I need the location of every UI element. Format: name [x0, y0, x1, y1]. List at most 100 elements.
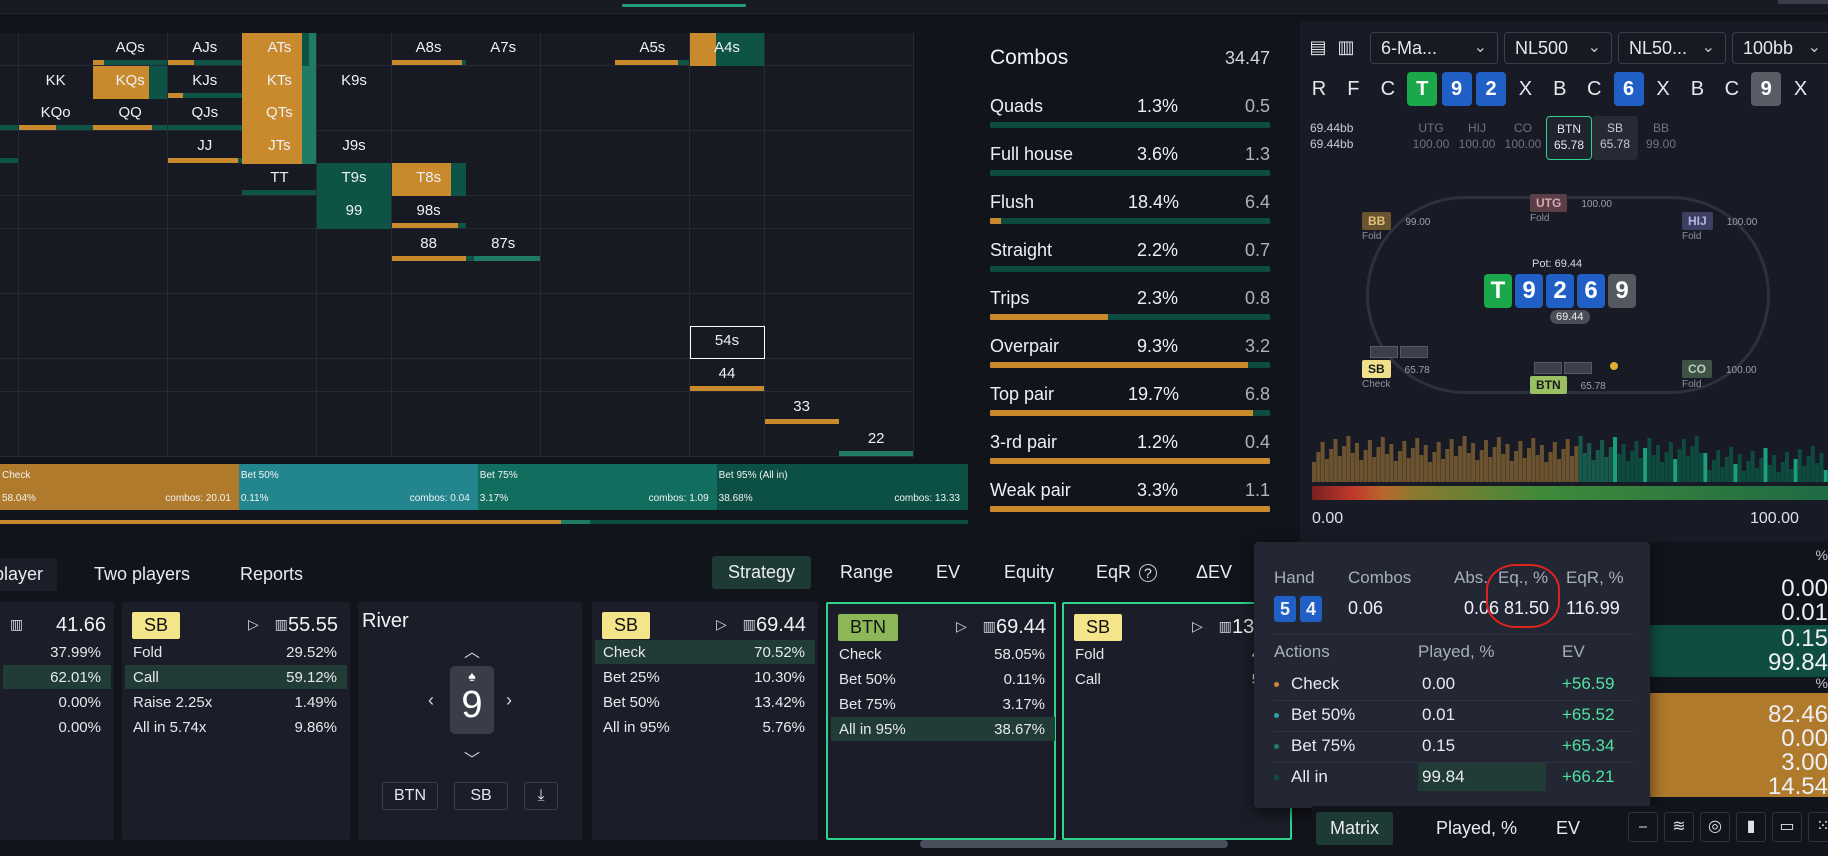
action-frequency-block[interactable]: Bet 75% 3.17% combos: 1.09 — [477, 464, 717, 510]
matrix-cell[interactable] — [690, 391, 765, 425]
matrix-cell[interactable] — [167, 424, 243, 458]
matrix-cell[interactable] — [466, 391, 542, 425]
action-step[interactable]: C — [1586, 78, 1602, 100]
matrix-cell[interactable] — [764, 326, 840, 360]
download-icon[interactable]: ⤓ — [524, 782, 558, 810]
matrix-cell[interactable] — [0, 293, 19, 327]
matrix-cell[interactable] — [615, 196, 691, 229]
game-type-select[interactable]: 6-Ma... ⌄ — [1370, 32, 1498, 64]
panel-action-row[interactable]: Bet 75% 3.17% — [831, 692, 1055, 716]
matrix-cell[interactable] — [93, 196, 169, 229]
tab-strategy[interactable]: Strategy — [712, 556, 812, 589]
matrix-cell[interactable] — [18, 359, 94, 392]
matrix-cell[interactable]: 98s — [391, 196, 467, 229]
matrix-cell[interactable] — [540, 424, 616, 458]
matrix-cell[interactable] — [242, 391, 318, 425]
table-seat-sb[interactable]: SB 65.78 Check — [1362, 360, 1430, 390]
help-icon[interactable]: ? — [1139, 564, 1157, 582]
matrix-cell[interactable]: 88 — [391, 228, 467, 262]
seat-stack-hij[interactable]: HIJ 100.00 — [1454, 116, 1500, 160]
matrix-cell[interactable] — [466, 196, 542, 229]
panel-action-row[interactable]: Check 70.52% — [595, 640, 815, 664]
matrix-cell[interactable] — [466, 65, 542, 99]
combo-category-row[interactable]: Trips 2.3% 0.8 — [990, 280, 1270, 328]
stake-select[interactable]: NL500 ⌄ — [1504, 32, 1612, 64]
action-frequency-block[interactable]: Bet 50% 0.11% combos: 0.04 — [238, 464, 478, 510]
panel-action-row[interactable]: Bet 50% 0.11% — [831, 667, 1055, 691]
tab-ev[interactable]: EV — [1556, 818, 1581, 838]
matrix-cell[interactable] — [540, 228, 616, 262]
notes-icon[interactable]: ▤ — [1309, 37, 1327, 57]
tab-range[interactable]: Range — [824, 556, 909, 589]
combo-category-row[interactable]: Overpair 9.3% 3.2 — [990, 328, 1270, 376]
matrix-cell[interactable]: KJs — [167, 65, 243, 99]
matrix-cell[interactable] — [540, 163, 616, 197]
chevron-right-icon[interactable]: › — [506, 690, 512, 710]
panel-action-row[interactable]: All in 95% 5.76% — [595, 715, 815, 739]
action-step[interactable]: R — [1311, 78, 1327, 100]
tab-ev[interactable]: EV — [920, 556, 976, 589]
matrix-cell[interactable] — [167, 293, 243, 327]
matrix-cell[interactable] — [839, 65, 915, 99]
matrix-cell[interactable] — [167, 359, 243, 392]
matrix-cell[interactable] — [615, 326, 691, 360]
matrix-cell[interactable] — [764, 33, 840, 66]
tab-player[interactable]: player — [0, 558, 58, 591]
matrix-cell[interactable] — [540, 130, 616, 164]
matrix-cell[interactable] — [540, 359, 616, 392]
tab-reports[interactable]: Reports — [240, 564, 304, 584]
matrix-cell[interactable] — [317, 98, 392, 132]
matrix-cell[interactable] — [690, 98, 765, 132]
panel-action-row[interactable]: 0.00% — [3, 715, 111, 739]
matrix-cell[interactable] — [93, 326, 169, 360]
matrix-cell[interactable] — [615, 293, 691, 327]
matrix-cell[interactable]: T8s — [391, 163, 467, 197]
matrix-cell[interactable] — [167, 196, 243, 229]
tab-played[interactable]: Played, % — [1436, 818, 1518, 838]
matrix-cell[interactable] — [839, 228, 915, 262]
chip-icon[interactable]: ◎ — [1700, 812, 1730, 842]
matrix-cell[interactable]: 87s — [466, 228, 542, 262]
action-frequency-block[interactable]: Check 58.04% combos: 20.01 — [0, 464, 239, 510]
matrix-cell[interactable] — [18, 163, 94, 197]
matrix-cell[interactable] — [839, 261, 915, 295]
table-seat-co[interactable]: CO 100.00 Fold — [1682, 360, 1757, 390]
matrix-cell[interactable]: 99 — [317, 196, 392, 229]
matrix-cell[interactable] — [764, 359, 840, 392]
matrix-cell[interactable] — [690, 163, 765, 197]
matrix-cell[interactable] — [242, 196, 318, 229]
matrix-cell[interactable] — [615, 261, 691, 295]
matrix-cell[interactable] — [242, 293, 318, 327]
board-card-chip[interactable]: 6 — [1613, 72, 1644, 106]
matrix-cell[interactable] — [466, 163, 542, 197]
matrix-cell[interactable] — [0, 261, 19, 295]
matrix-cell[interactable] — [690, 130, 765, 164]
chevron-left-icon[interactable]: ‹ — [428, 690, 434, 710]
combo-category-row[interactable]: Top pair 19.7% 6.8 — [990, 376, 1270, 424]
tab-two-players[interactable]: Two players — [94, 564, 191, 584]
matrix-cell[interactable] — [391, 359, 467, 392]
btn-position-button[interactable]: BTN — [382, 782, 438, 810]
matrix-cell[interactable] — [764, 98, 840, 132]
matrix-cell[interactable]: JTs — [242, 130, 318, 164]
matrix-cell[interactable] — [391, 424, 467, 458]
matrix-cell[interactable] — [0, 359, 19, 392]
action-step[interactable]: X — [1518, 78, 1533, 100]
matrix-cell[interactable] — [167, 228, 243, 262]
table-seat-bb[interactable]: BB 99.00 Fold — [1362, 212, 1430, 242]
matrix-cell[interactable] — [764, 424, 840, 458]
matrix-cell[interactable]: A5s — [615, 33, 691, 66]
board-card-chip[interactable]: 9 — [1751, 72, 1782, 106]
matrix-cell[interactable]: AJs — [167, 33, 243, 66]
matrix-cell[interactable] — [317, 228, 392, 262]
matrix-cell[interactable] — [839, 130, 915, 164]
matrix-cell[interactable] — [93, 130, 169, 164]
book-icon[interactable]: ▥ — [1337, 37, 1355, 57]
matrix-cell[interactable]: AJo — [0, 130, 19, 164]
panel-action-row[interactable]: 0.00% — [3, 690, 111, 714]
matrix-cell[interactable] — [615, 65, 691, 99]
line-chart-icon[interactable]: ⎯ — [1628, 812, 1658, 842]
matrix-cell[interactable] — [764, 196, 840, 229]
matrix-cell[interactable] — [0, 424, 19, 458]
matrix-cell[interactable] — [764, 65, 840, 99]
